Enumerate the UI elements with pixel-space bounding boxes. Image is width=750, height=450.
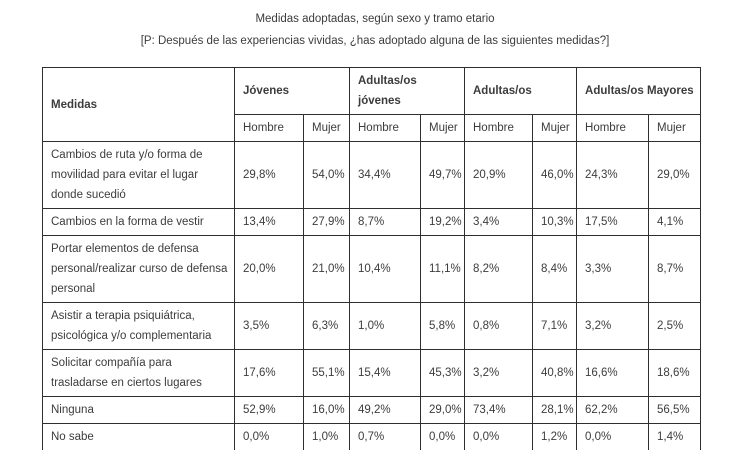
value-cell: 29,0%: [648, 141, 702, 209]
value-cell: 13,4%: [234, 208, 304, 236]
subheader-adultas-mayores-mujer: Mujer: [648, 114, 702, 142]
value-cell: 10,3%: [531, 208, 578, 236]
value-cell: 3,4%: [464, 208, 533, 236]
page-title: Medidas adoptadas, según sexo y tramo et…: [255, 13, 495, 25]
measure-label: Solicitar compañía para trasladarse en c…: [42, 349, 235, 397]
table-row: Cambios en la forma de vestir 13,4% 27,9% 8…: [42, 208, 702, 236]
value-cell: 17,6%: [234, 349, 304, 397]
subheader-adultas-mayores-hombre: Hombre: [576, 114, 650, 142]
table-body: Cambios de ruta y/o forma de movilidad p…: [42, 141, 702, 450]
group-header-adultas-jovenes: Adultas/os jóvenes: [349, 67, 465, 115]
measure-label: Portar elementos de defensa personal/rea…: [42, 235, 235, 303]
value-cell: 40,8%: [531, 349, 578, 397]
table-row: Asistir a terapia psiquiátrica, psicológ…: [42, 302, 702, 350]
measure-label: Cambios en la forma de vestir: [42, 208, 235, 236]
value-cell: 73,4%: [464, 396, 533, 424]
value-cell: 10,4%: [349, 235, 421, 303]
value-cell: 24,3%: [576, 141, 650, 209]
measures-table: Medidas Jóvenes Adultas/os jóvenes Adult…: [42, 67, 702, 450]
subheader-adultas-jovenes-mujer: Mujer: [420, 114, 465, 142]
value-cell: 0,0%: [464, 423, 533, 450]
value-cell: 17,5%: [576, 208, 650, 236]
value-cell: 56,5%: [648, 396, 702, 424]
measure-label: Cambios de ruta y/o forma de movilidad p…: [42, 141, 235, 209]
value-cell: 16,0%: [303, 396, 350, 424]
subheader-adultas-mujer: Mujer: [531, 114, 578, 142]
page-subtitle: [P: Después de las experiencias vividas,…: [140, 35, 610, 47]
value-cell: 0,0%: [420, 423, 465, 450]
value-cell: 5,8%: [420, 302, 465, 350]
group-header-jovenes: Jóvenes: [234, 67, 350, 115]
value-cell: 3,2%: [576, 302, 650, 350]
group-header-adultas-mayores: Adultas/os Mayores: [576, 67, 702, 115]
value-cell: 1,0%: [303, 423, 350, 450]
value-cell: 0,0%: [576, 423, 650, 450]
measure-label: No sabe: [42, 423, 235, 450]
value-cell: 0,8%: [464, 302, 533, 350]
subheader-jovenes-hombre: Hombre: [234, 114, 304, 142]
value-cell: 8,7%: [349, 208, 421, 236]
value-cell: 4,1%: [648, 208, 702, 236]
value-cell: 11,1%: [420, 235, 465, 303]
value-cell: 7,1%: [531, 302, 578, 350]
value-cell: 29,0%: [420, 396, 465, 424]
value-cell: 54,0%: [303, 141, 350, 209]
value-cell: 8,7%: [648, 235, 702, 303]
value-cell: 46,0%: [531, 141, 578, 209]
value-cell: 49,7%: [420, 141, 465, 209]
table-row: Portar elementos de defensa personal/rea…: [42, 235, 702, 303]
value-cell: 1,0%: [349, 302, 421, 350]
value-cell: 6,3%: [303, 302, 350, 350]
medidas-column-header: Medidas: [42, 67, 235, 142]
value-cell: 28,1%: [531, 396, 578, 424]
value-cell: 29,8%: [234, 141, 304, 209]
value-cell: 52,9%: [234, 396, 304, 424]
measure-label: Ninguna: [42, 396, 235, 424]
value-cell: 0,7%: [349, 423, 421, 450]
value-cell: 3,5%: [234, 302, 304, 350]
value-cell: 8,2%: [464, 235, 533, 303]
value-cell: 55,1%: [303, 349, 350, 397]
value-cell: 3,3%: [576, 235, 650, 303]
value-cell: 8,4%: [531, 235, 578, 303]
table-row: No sabe 0,0% 1,0% 0,7% 0,0% 0,0% 1,2% 0,0% 1,4%: [42, 423, 702, 450]
subheader-jovenes-mujer: Mujer: [303, 114, 350, 142]
value-cell: 1,4%: [648, 423, 702, 450]
value-cell: 0,0%: [234, 423, 304, 450]
value-cell: 20,9%: [464, 141, 533, 209]
subheader-adultas-hombre: Hombre: [464, 114, 533, 142]
table-row: Solicitar compañía para trasladarse en c…: [42, 349, 702, 397]
value-cell: 1,2%: [531, 423, 578, 450]
header-group-row: Medidas Jóvenes Adultas/os jóvenes Adult…: [42, 67, 702, 142]
value-cell: 34,4%: [349, 141, 421, 209]
value-cell: 18,6%: [648, 349, 702, 397]
table-row: Ninguna 52,9% 16,0% 49,2% 29,0% 73,4% 28,1% 62,…: [42, 396, 702, 424]
value-cell: 19,2%: [420, 208, 465, 236]
value-cell: 27,9%: [303, 208, 350, 236]
table-row: Cambios de ruta y/o forma de movilidad p…: [42, 141, 702, 209]
value-cell: 3,2%: [464, 349, 533, 397]
header-sub-row: Hombre Mujer Hombre Mujer Hombre Mujer H…: [43, 114, 702, 142]
value-cell: 20,0%: [234, 235, 304, 303]
value-cell: 2,5%: [648, 302, 702, 350]
group-header-adultas: Adultas/os: [463, 67, 578, 115]
value-cell: 21,0%: [303, 235, 350, 303]
value-cell: 49,2%: [349, 396, 421, 424]
measure-label: Asistir a terapia psiquiátrica, psicológ…: [42, 302, 235, 350]
value-cell: 45,3%: [420, 349, 465, 397]
table-header: Medidas Jóvenes Adultas/os jóvenes Adult…: [42, 67, 702, 142]
value-cell: 62,2%: [576, 396, 650, 424]
value-cell: 16,6%: [576, 349, 650, 397]
subheader-adultas-jovenes-hombre: Hombre: [349, 114, 421, 142]
value-cell: 15,4%: [349, 349, 421, 397]
